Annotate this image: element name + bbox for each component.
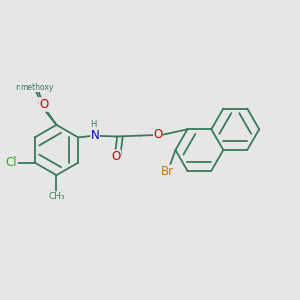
Text: methoxy: methoxy	[31, 86, 37, 88]
Text: methoxy: methoxy	[20, 82, 53, 91]
Text: O: O	[37, 98, 46, 110]
Text: CH₃: CH₃	[48, 191, 65, 200]
Text: Br: Br	[161, 165, 174, 178]
Text: O: O	[112, 150, 121, 163]
Text: methoxy: methoxy	[16, 82, 52, 91]
Text: methoxy: methoxy	[35, 88, 41, 89]
Text: H: H	[90, 120, 97, 129]
Text: O: O	[39, 98, 48, 111]
Text: O: O	[153, 128, 163, 142]
Text: Cl: Cl	[6, 156, 17, 169]
Text: N: N	[91, 129, 100, 142]
